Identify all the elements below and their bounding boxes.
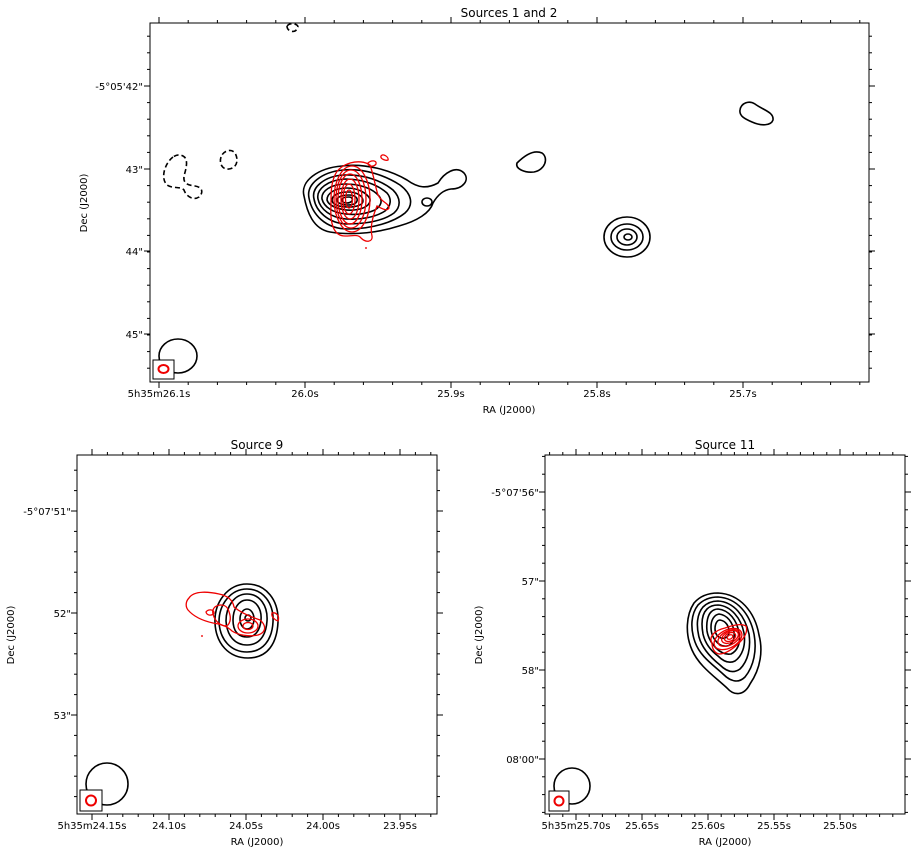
red-beam-box <box>79 789 103 812</box>
panel3-xtick-label: 25.65s <box>625 821 659 832</box>
black-beam <box>85 762 129 806</box>
panel1-ytick-label: 43" <box>126 165 143 176</box>
red-contour <box>205 609 215 616</box>
negative-contour <box>219 149 238 170</box>
panel2-frame <box>76 454 438 815</box>
panel-source-9: Source 9 -5°07'51" 52" 53" 5h35m24.15s 2… <box>6 438 443 848</box>
panel1-xtick-label: 25.8s <box>583 389 610 400</box>
panel3-ytick-label: 58" <box>522 666 539 677</box>
red-contour <box>720 629 740 645</box>
panel3-ytick-label: 08'00" <box>506 755 539 766</box>
panel1-ytick-label: 44" <box>126 247 143 258</box>
red-contour <box>344 189 354 209</box>
red-beam <box>85 794 97 807</box>
black-contour <box>421 197 433 207</box>
panel2-xtick-label: 24.05s <box>229 821 263 832</box>
source-9-red-contours <box>185 591 280 637</box>
black-contour <box>321 183 382 216</box>
panel1-ytick-label: 45" <box>126 330 143 341</box>
panel-source-11: Source 11 -5°07'56" 57" 58" 08'00" 5h35m… <box>474 438 911 848</box>
red-contour <box>340 178 360 220</box>
black-contour <box>623 233 633 241</box>
red-contour <box>185 591 266 637</box>
black-contour <box>218 588 274 653</box>
black-contour <box>610 223 644 251</box>
source-11-black-contours <box>686 592 762 695</box>
red-contour <box>380 154 389 161</box>
source-11-red-contours <box>710 623 748 655</box>
black-contour <box>696 600 751 673</box>
red-contour <box>337 173 363 225</box>
black-contour <box>232 599 262 638</box>
panel2-y-axis-label: Dec (J2000) <box>6 606 17 665</box>
panel2-ytick-label: 52" <box>54 609 71 620</box>
red-beam <box>157 364 170 374</box>
panel2-xtick-label: 5h35m24.15s <box>57 821 126 832</box>
red-beam-box <box>152 359 175 380</box>
source-1-black-contours <box>302 164 467 235</box>
red-contour <box>242 621 254 631</box>
panel3-frame <box>544 454 906 815</box>
source-1-red-contours <box>330 154 390 249</box>
black-contour <box>691 596 756 682</box>
panel2-x-axis-label: RA (J2000) <box>231 837 284 848</box>
panel3-ytick-label: -5°07'56" <box>491 488 539 499</box>
black-contour <box>686 592 762 695</box>
panel3-xtick-label: 5h35m25.70s <box>541 821 610 832</box>
red-contour <box>717 628 741 648</box>
panel2-ytick-label: -5°07'51" <box>23 507 71 518</box>
black-contour <box>603 216 651 258</box>
panel1-xtick-label: 26.0s <box>291 389 318 400</box>
panel1-xtick-label: 5h35m26.1s <box>128 389 191 400</box>
black-contour <box>302 164 467 235</box>
panel1-frame <box>149 22 870 383</box>
black-beam <box>158 338 198 374</box>
red-beam <box>553 795 565 807</box>
panel2-title: Source 9 <box>231 438 284 452</box>
red-contour <box>333 165 371 233</box>
panel1-ytick-label: -5°05'42" <box>95 82 143 93</box>
panel1-y-axis-label: Dec (J2000) <box>79 174 90 233</box>
red-contour <box>710 623 748 655</box>
panel3-ytick-label: 57" <box>522 577 539 588</box>
black-beam <box>553 767 591 805</box>
black-contour <box>616 228 638 246</box>
panel2-minor-ticks <box>71 449 443 820</box>
panel2-xtick-label: 24.00s <box>306 821 340 832</box>
red-contour <box>271 612 280 622</box>
panel3-title: Source 11 <box>695 438 755 452</box>
panel1-xtick-label: 25.9s <box>437 389 464 400</box>
red-contour <box>723 631 737 643</box>
panel3-xtick-label: 25.60s <box>691 821 725 832</box>
red-contour <box>342 183 356 215</box>
red-contour <box>330 161 390 242</box>
red-contour <box>237 618 259 634</box>
panel2-xtick-label: 24.10s <box>152 821 186 832</box>
panel1-x-axis-label: RA (J2000) <box>483 405 536 416</box>
red-beam-box <box>548 790 570 812</box>
panel3-xtick-label: 25.55s <box>757 821 791 832</box>
panel3-x-axis-label: RA (J2000) <box>699 837 752 848</box>
source-2-black-contours <box>603 216 651 258</box>
black-contour <box>515 151 547 173</box>
panel3-xtick-label: 25.50s <box>823 821 857 832</box>
red-contour <box>713 627 743 651</box>
negative-contour <box>162 154 203 200</box>
red-contour <box>335 169 367 229</box>
panel1-title: Sources 1 and 2 <box>461 6 558 20</box>
red-contour <box>726 634 734 640</box>
panel1-minor-ticks <box>144 17 875 388</box>
panel1-xtick-label: 25.7s <box>729 389 756 400</box>
panel-sources-1-2: Sources 1 and 2 -5°05'42" 43" 44" 45" 5h… <box>79 6 875 416</box>
panel2-ytick-label: 53" <box>54 711 71 722</box>
red-contour <box>367 160 377 167</box>
black-contour <box>701 604 746 663</box>
black-contour <box>739 101 774 126</box>
panel3-y-axis-label: Dec (J2000) <box>474 606 485 665</box>
negative-contour <box>286 22 299 33</box>
panel2-xtick-label: 23.95s <box>383 821 417 832</box>
